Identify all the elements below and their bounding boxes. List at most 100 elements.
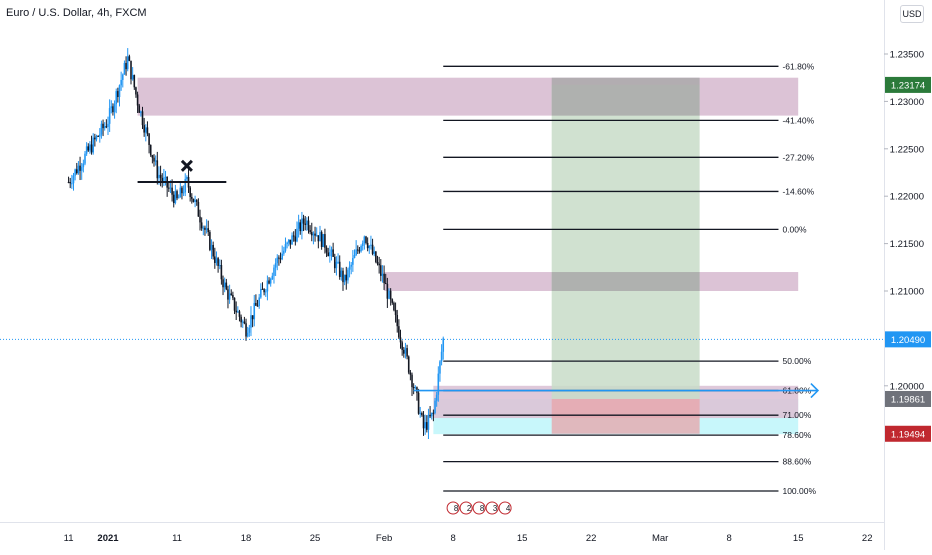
candle-body	[296, 228, 298, 242]
candle-body	[329, 252, 331, 257]
candle-body	[283, 250, 285, 254]
candle-body	[246, 332, 249, 337]
candle-body	[67, 181, 70, 183]
price-axis-badge-label: 1.20490	[891, 335, 925, 346]
candle-body	[238, 311, 241, 317]
candle-body	[87, 146, 90, 151]
candle-body	[350, 264, 353, 267]
candle-body	[429, 414, 431, 417]
candle-body	[320, 232, 323, 247]
candle-body	[250, 315, 252, 328]
candle-body	[149, 145, 152, 156]
candle-body	[268, 280, 270, 284]
candle-body	[297, 222, 300, 229]
candle-body	[373, 251, 376, 254]
candle-body	[237, 311, 239, 313]
candle-body	[80, 167, 83, 171]
candle-body	[376, 262, 379, 264]
candle-body	[110, 106, 113, 109]
candle-body	[204, 227, 206, 230]
candle-body	[365, 236, 367, 243]
candle-body	[399, 337, 402, 343]
time-tick-label: 22	[586, 533, 597, 544]
price-tick-label: 1.21500	[890, 239, 924, 250]
candle-body	[276, 257, 279, 264]
candle-body	[332, 249, 334, 257]
candle-body	[417, 392, 420, 414]
candle-body	[141, 111, 144, 126]
candle-body	[82, 163, 85, 168]
candle-body	[210, 244, 213, 250]
candle-body	[327, 252, 330, 257]
fib-level-label: -14.60%	[782, 186, 814, 196]
candle-body	[291, 235, 293, 245]
event-marker-label: 8	[454, 504, 459, 513]
candle-body	[171, 187, 173, 195]
time-tick-label: 8	[450, 533, 455, 544]
candle-body	[304, 223, 306, 225]
candle-body	[432, 412, 435, 414]
fib-level-label: 100.00%	[782, 486, 816, 496]
position-profit-zone	[551, 84, 700, 399]
candle-body	[181, 187, 183, 194]
candle-body	[151, 155, 154, 158]
event-marker-label: 4	[506, 504, 511, 513]
candle-body	[309, 230, 311, 233]
candle-body	[189, 187, 191, 197]
candle-body	[426, 422, 428, 430]
event-marker-icon	[459, 501, 473, 515]
candle-body	[241, 321, 244, 323]
candle-body	[411, 374, 413, 388]
candle-body	[148, 133, 150, 146]
candle-body	[77, 165, 80, 174]
candle-body	[102, 123, 104, 129]
event-marker-label: 8	[480, 504, 485, 513]
candle-body	[294, 236, 297, 242]
candle-body	[146, 127, 149, 134]
candle-body	[223, 282, 226, 288]
candle-body	[235, 310, 237, 313]
time-tick-label: 11	[64, 533, 74, 544]
candle-body	[394, 310, 397, 315]
candle-body	[260, 288, 262, 298]
event-marker-label: 3	[493, 504, 498, 513]
candle-body	[107, 123, 109, 127]
fib-level-label: 0.00%	[782, 224, 807, 234]
candle-body	[403, 349, 405, 354]
candle-body	[133, 75, 136, 88]
price-axis-badge	[885, 331, 931, 348]
price-tick-label: 1.22500	[890, 144, 924, 155]
fib-level-label: 71.00%	[782, 410, 811, 420]
price-axis-badge-label: 1.19494	[891, 429, 925, 440]
candle-body	[352, 257, 354, 265]
candle-body	[138, 105, 141, 113]
candle-body	[248, 327, 251, 333]
candle-body	[121, 74, 124, 80]
arrow-head-icon	[810, 382, 820, 399]
candle-body	[342, 270, 344, 283]
candle-body	[118, 85, 121, 98]
candle-body	[407, 356, 410, 373]
candle-body	[113, 104, 116, 113]
fib-level-label: 88.60%	[782, 457, 811, 467]
candle-body	[292, 235, 295, 237]
candle-body	[299, 222, 302, 232]
candle-body	[69, 182, 72, 184]
currency-button[interactable]: USD	[900, 5, 924, 23]
event-marker-icon	[498, 501, 512, 515]
time-tick-label: 2021	[97, 533, 119, 544]
candle-body	[324, 234, 326, 248]
candle-body	[261, 288, 264, 290]
time-tick-label: 25	[310, 533, 321, 544]
candle-body	[253, 302, 256, 320]
candle-body	[191, 196, 193, 199]
candle-body	[412, 387, 415, 389]
candle-body	[243, 321, 246, 324]
candle-body	[209, 232, 211, 250]
candle-body	[98, 134, 101, 137]
candle-body	[144, 127, 147, 133]
event-marker-icon	[446, 501, 460, 515]
candle-body	[179, 187, 182, 198]
